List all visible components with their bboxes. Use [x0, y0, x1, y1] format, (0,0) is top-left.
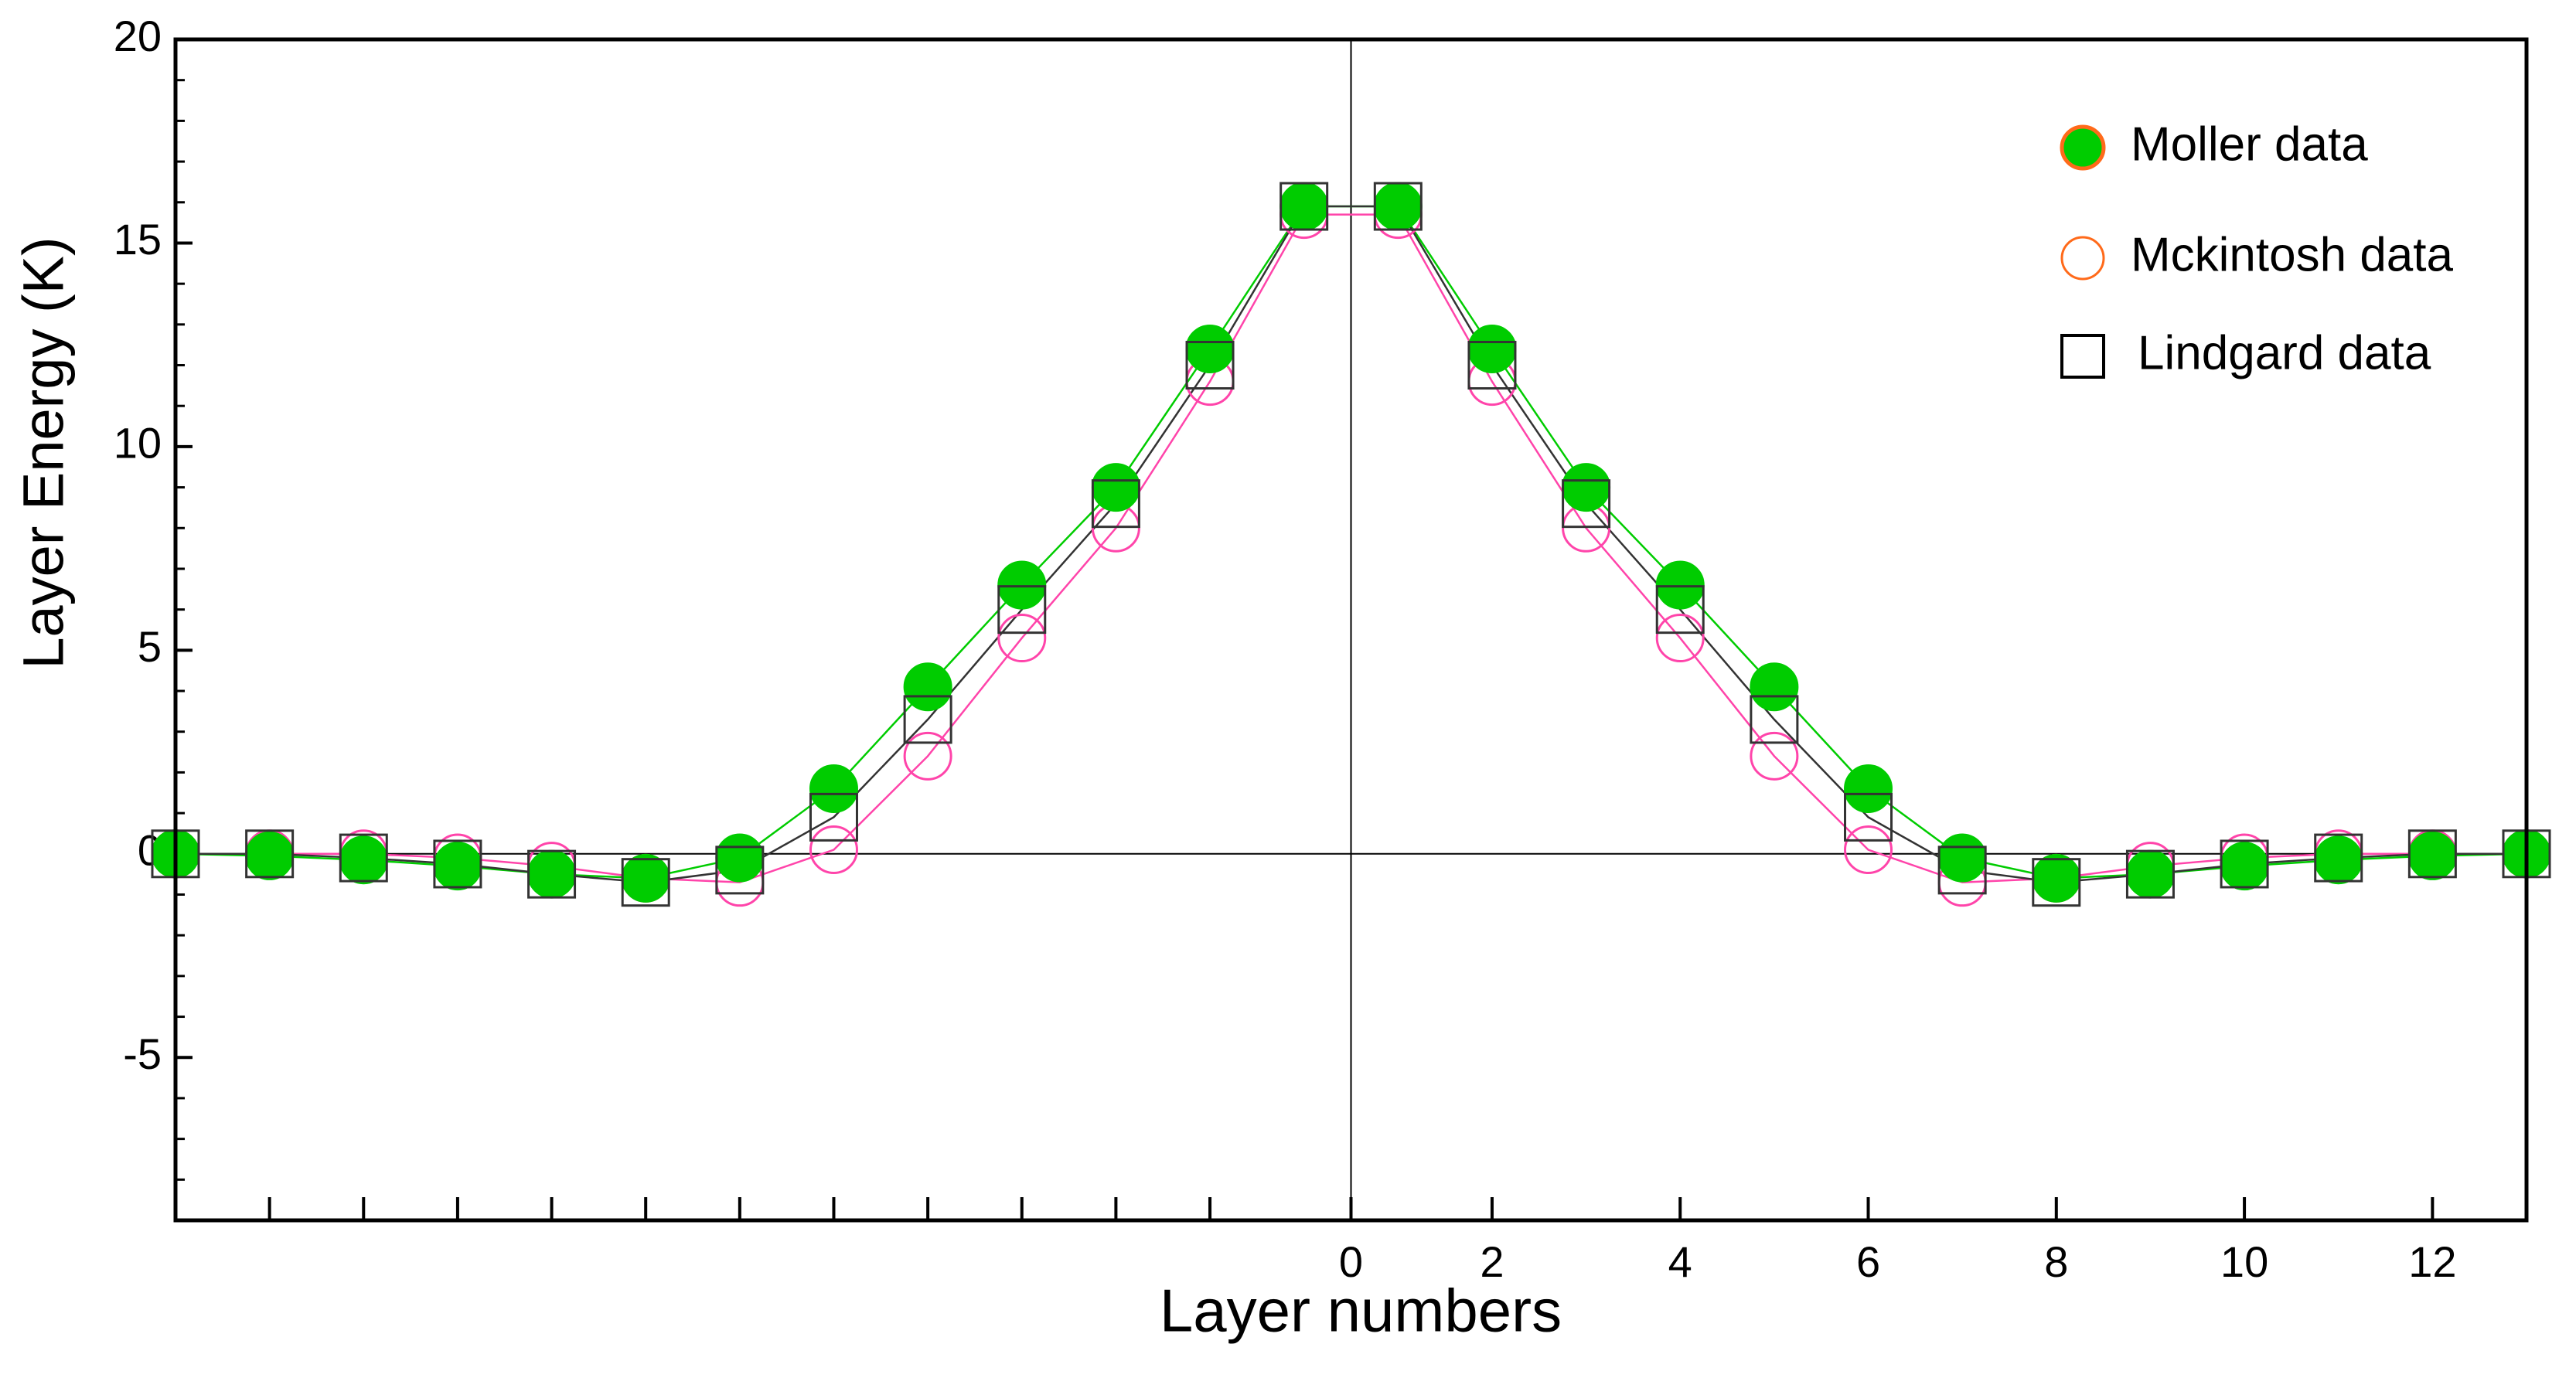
- data-point: [1373, 182, 1423, 231]
- legend-marker: [2060, 236, 2105, 281]
- data-point: [1844, 825, 1893, 875]
- data-point: [997, 560, 1047, 610]
- data-point: [1750, 695, 1799, 744]
- plot-frame: [173, 37, 2529, 1223]
- data-point: [339, 833, 388, 883]
- data-point: [1844, 764, 1893, 813]
- data-point: [997, 585, 1047, 635]
- legend-marker: [2060, 334, 2105, 379]
- y-tick-label: 15: [114, 215, 162, 264]
- data-point: [1091, 479, 1140, 529]
- data-point: [1091, 463, 1140, 512]
- data-point: [2032, 858, 2081, 907]
- data-point: [809, 764, 858, 813]
- data-point: [1937, 846, 1987, 895]
- x-tick-label: 2: [1480, 1237, 1504, 1286]
- data-point: [245, 831, 295, 880]
- x-tick-label: 10: [2220, 1237, 2268, 1286]
- data-point: [1750, 731, 1799, 781]
- data-point: [1937, 833, 1987, 883]
- data-point: [621, 858, 670, 907]
- data-point: [2314, 835, 2363, 885]
- data-point: [2407, 829, 2457, 879]
- x-tick-label: 0: [1339, 1237, 1363, 1286]
- data-point: [1467, 341, 1517, 390]
- data-point: [1844, 792, 1893, 842]
- data-point: [1750, 662, 1799, 712]
- data-point: [2125, 849, 2175, 899]
- data-point: [1185, 341, 1235, 390]
- data-point: [1185, 324, 1235, 373]
- data-point: [715, 846, 765, 895]
- x-tick-label: 8: [2044, 1237, 2068, 1286]
- data-point: [433, 839, 482, 889]
- data-point: [1655, 585, 1705, 635]
- data-point: [2407, 831, 2457, 880]
- data-point: [1467, 324, 1517, 373]
- data-point: [2314, 833, 2363, 883]
- data-point: [2220, 839, 2269, 889]
- y-tick-label: 10: [114, 419, 162, 468]
- data-point: [1655, 560, 1705, 610]
- data-point: [1373, 182, 1423, 231]
- data-point: [621, 853, 670, 903]
- data-point: [527, 849, 577, 899]
- legend-label: Lindgard data: [2138, 326, 2431, 379]
- legend-label: Moller data: [2131, 117, 2368, 171]
- data-point: [339, 835, 388, 885]
- data-point: [903, 695, 952, 744]
- data-point: [1562, 479, 1611, 529]
- data-point: [809, 825, 858, 875]
- x-axis-title: Layer numbers: [1160, 1277, 1562, 1345]
- data-point: [527, 849, 577, 899]
- y-tick-label: 5: [138, 622, 162, 671]
- x-tick-label: 4: [1668, 1237, 1692, 1286]
- data-point: [245, 829, 295, 879]
- data-point: [903, 731, 952, 781]
- y-tick-label: 20: [114, 12, 162, 60]
- x-tick-label: 6: [1856, 1237, 1880, 1286]
- data-point: [2032, 853, 2081, 903]
- data-point: [1279, 182, 1329, 231]
- legend-marker: [2060, 124, 2106, 171]
- y-axis-title: Layer Energy (K): [12, 236, 76, 669]
- data-point: [1655, 614, 1705, 663]
- data-point: [715, 833, 765, 883]
- x-tick-label: 12: [2408, 1237, 2456, 1286]
- y-tick-label: -5: [123, 1029, 162, 1078]
- data-point: [997, 614, 1047, 663]
- data-point: [2220, 842, 2269, 891]
- data-point: [2125, 849, 2175, 899]
- data-point: [903, 662, 952, 712]
- data-point: [1562, 463, 1611, 512]
- data-point: [1279, 182, 1329, 231]
- legend-label: Mckintosh data: [2131, 228, 2454, 281]
- data-point: [809, 792, 858, 842]
- data-point: [433, 842, 482, 891]
